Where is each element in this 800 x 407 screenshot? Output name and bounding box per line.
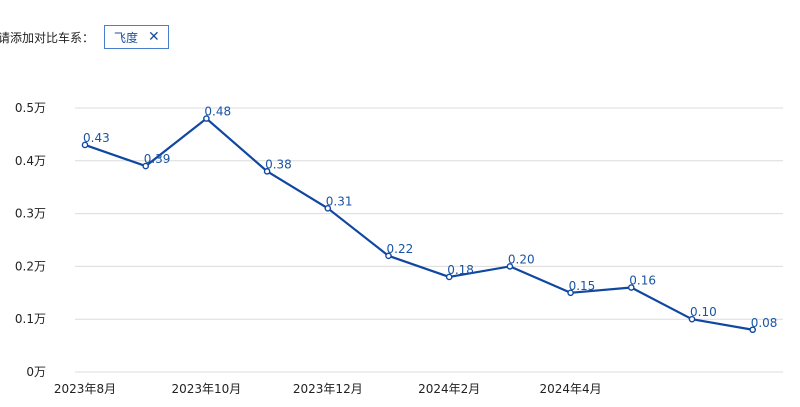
data-label: 0.22 bbox=[387, 242, 414, 256]
compare-tag-label: 飞度 bbox=[114, 30, 139, 45]
x-tick-label: 2023年8月 bbox=[54, 382, 116, 396]
compare-tag[interactable]: 飞度 ✕ bbox=[104, 25, 169, 49]
compare-bar: 请添加对比车系： 飞度 ✕ bbox=[0, 24, 169, 50]
data-point[interactable] bbox=[324, 205, 332, 212]
data-point[interactable] bbox=[749, 326, 757, 334]
x-tick-label: 2023年10月 bbox=[171, 382, 241, 396]
data-point[interactable] bbox=[203, 115, 210, 122]
y-tick-label: 0.3万 bbox=[15, 207, 46, 221]
y-tick-label: 0.2万 bbox=[15, 259, 46, 273]
data-label: 0.18 bbox=[447, 263, 474, 277]
data-label: 0.39 bbox=[144, 152, 171, 166]
close-icon[interactable]: ✕ bbox=[148, 29, 160, 45]
y-tick-label: 0.5万 bbox=[15, 101, 46, 115]
y-tick-label: 0万 bbox=[26, 365, 46, 379]
data-label: 0.08 bbox=[751, 316, 778, 330]
series-line bbox=[84, 117, 753, 331]
data-point[interactable] bbox=[142, 162, 149, 170]
x-tick-label: 2024年4月 bbox=[540, 382, 602, 396]
data-point[interactable] bbox=[445, 273, 453, 281]
data-label: 0.15 bbox=[569, 279, 596, 293]
data-label: 0.20 bbox=[508, 252, 535, 266]
data-point[interactable] bbox=[506, 263, 514, 270]
compare-label: 请添加对比车系： bbox=[0, 30, 95, 45]
data-point[interactable] bbox=[567, 289, 574, 297]
data-point[interactable] bbox=[385, 252, 392, 260]
data-labels: 0.43 0.39 0.48 0.38 0.31 0.22 0.18 0.20 0.15 0.16… bbox=[83, 105, 777, 330]
x-tick-label: 2023年12月 bbox=[293, 382, 363, 396]
data-point[interactable] bbox=[81, 141, 89, 149]
y-tick-label: 0.4万 bbox=[15, 154, 46, 168]
data-point[interactable] bbox=[263, 168, 271, 175]
x-axis: 2023年8月 2023年10月 2023年12月 2024年2月 2024年4月 bbox=[54, 382, 602, 396]
y-axis: 0万 0.1万 0.2万 0.3万 0.4万 0.5万 bbox=[15, 101, 46, 379]
x-tick-label: 2024年2月 bbox=[418, 382, 480, 396]
y-tick-label: 0.1万 bbox=[15, 312, 46, 326]
series bbox=[84, 117, 753, 331]
data-label: 0.10 bbox=[690, 305, 717, 319]
data-label: 0.48 bbox=[204, 105, 231, 119]
grid bbox=[75, 107, 783, 373]
data-label: 0.43 bbox=[83, 131, 110, 145]
data-label: 0.38 bbox=[265, 157, 292, 171]
points bbox=[81, 115, 757, 334]
data-point[interactable] bbox=[688, 315, 696, 323]
data-label: 0.16 bbox=[629, 274, 656, 288]
data-label: 0.31 bbox=[326, 194, 353, 208]
data-point[interactable] bbox=[628, 284, 635, 291]
